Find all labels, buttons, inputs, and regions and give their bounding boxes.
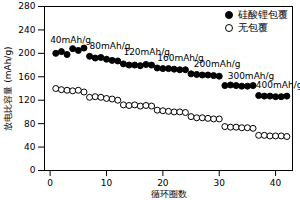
svg-text:10: 10 (101, 178, 113, 188)
svg-text:200mAh/g: 200mAh/g (194, 59, 241, 69)
svg-text:240: 240 (18, 25, 35, 35)
svg-text:400mAh/g: 400mAh/g (256, 80, 300, 90)
svg-text:0: 0 (30, 165, 36, 175)
svg-text:40: 40 (270, 178, 282, 188)
svg-text:30: 30 (214, 178, 226, 188)
html-text:硅酸锂包覆: 硅酸锂包覆 (238, 9, 288, 20)
svg-text:循环圈数: 循环圈数 (151, 189, 187, 199)
svg-text:20: 20 (157, 178, 169, 188)
svg-text:280: 280 (18, 1, 35, 11)
svg-text:40: 40 (24, 142, 36, 152)
svg-text:放电比容量 (mAh/g): 放电比容量 (mAh/g) (3, 46, 13, 130)
html-text:无包覆: 无包覆 (238, 22, 268, 33)
svg-text:160mAh/g: 160mAh/g (157, 52, 204, 63)
svg-text:40mAh/g: 40mAh/g (50, 35, 91, 45)
svg-text:80mAh/g: 80mAh/g (89, 41, 131, 52)
svg-text:120mAh/g: 120mAh/g (123, 47, 170, 58)
svg-text:120: 120 (18, 95, 35, 105)
svg-text:0: 0 (47, 178, 53, 188)
svg-text:80: 80 (24, 119, 36, 129)
svg-text:200: 200 (18, 48, 35, 58)
svg-text:160: 160 (18, 72, 35, 82)
svg-text:300mAh/g: 300mAh/g (228, 70, 275, 80)
